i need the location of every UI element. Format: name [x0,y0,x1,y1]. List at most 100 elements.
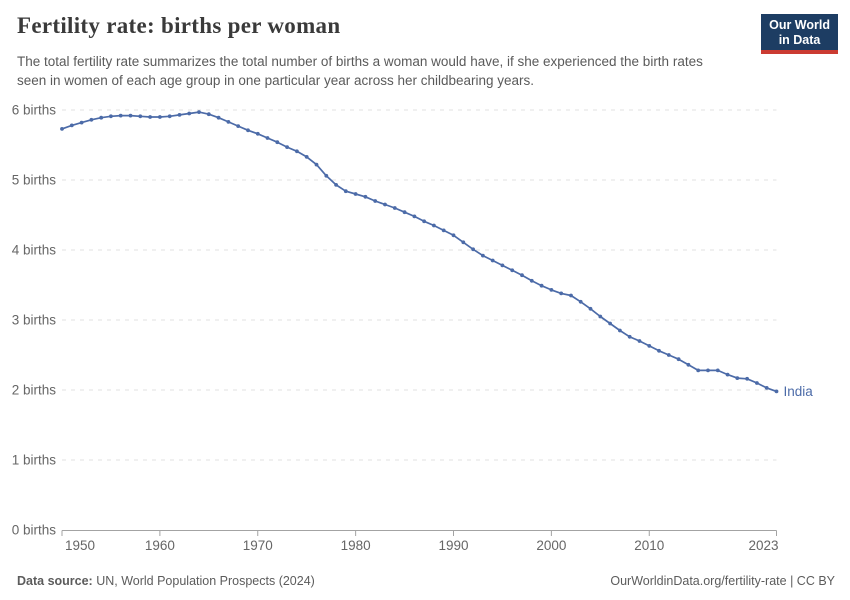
data-point[interactable] [637,339,642,343]
data-point[interactable] [529,278,534,283]
x-axis-tick-label: 1990 [438,538,468,553]
data-point[interactable] [275,140,280,145]
data-point[interactable] [441,228,446,233]
data-point[interactable] [158,115,162,119]
data-point[interactable] [60,126,64,131]
series-line-india[interactable] [61,111,778,393]
data-point[interactable] [461,240,466,245]
data-point[interactable] [392,206,397,210]
data-point[interactable] [118,113,123,118]
data-point[interactable] [285,145,289,150]
data-point[interactable] [89,117,94,122]
data-point[interactable] [255,131,260,136]
data-point[interactable] [236,124,241,128]
data-point[interactable] [510,268,515,273]
data-point[interactable] [549,288,554,292]
footer-right: OurWorldinData.org/fertility-rate | CC B… [610,574,835,588]
data-point[interactable] [471,247,475,252]
data-point[interactable] [764,386,769,390]
data-point[interactable] [745,376,749,381]
data-point[interactable] [216,115,221,120]
data-point[interactable] [99,115,104,120]
data-point[interactable] [696,368,701,373]
chart-title: Fertility rate: births per woman [17,13,341,38]
data-point[interactable] [373,199,378,203]
owid-logo-line2: in Data [778,33,821,47]
data-point[interactable] [197,110,201,114]
data-point[interactable] [226,120,231,124]
data-point[interactable] [79,120,84,125]
x-axis-tick-label: 1960 [145,538,175,553]
data-point[interactable] [177,113,182,117]
data-point[interactable] [725,372,730,377]
x-axis-tick-label: 2023 [748,538,778,553]
data-point[interactable] [69,123,74,128]
data-point[interactable] [774,389,779,394]
data-point[interactable] [520,273,524,278]
data-point[interactable] [627,334,632,339]
data-point[interactable] [588,306,593,311]
data-point[interactable] [598,314,603,319]
data-point[interactable] [451,233,456,238]
data-point[interactable] [187,111,192,116]
data-point[interactable] [206,112,211,117]
data-point[interactable] [608,321,612,326]
x-axis-tick-label: 1950 [65,538,95,553]
x-axis-tick-label: 2000 [536,538,566,553]
y-axis-tick-label: 0 births [12,523,57,538]
data-point[interactable] [167,114,172,119]
data-point[interactable] [402,210,407,215]
data-point[interactable] [314,162,319,167]
data-point[interactable] [569,293,573,298]
chart-footer: Data source: UN, World Population Prospe… [17,574,835,588]
data-point[interactable] [539,283,544,288]
y-axis-tick-label: 5 births [12,173,57,188]
data-point[interactable] [657,348,661,353]
data-point[interactable] [618,328,622,333]
data-point[interactable] [343,189,348,194]
data-point[interactable] [383,202,387,207]
data-point[interactable] [304,155,309,159]
data-point[interactable] [353,192,358,196]
data-point[interactable] [412,214,417,219]
data-point[interactable] [706,368,710,373]
data-point[interactable] [109,114,113,119]
chart-subtitle: The total fertility rate summarizes the … [17,54,703,88]
data-point[interactable] [265,136,270,140]
data-point[interactable] [578,299,583,304]
data-point[interactable] [432,223,436,228]
owid-url-link[interactable]: OurWorldinData.org/fertility-rate [610,574,787,588]
data-point[interactable] [676,357,681,362]
data-point[interactable] [686,362,691,367]
data-point[interactable] [647,344,652,348]
data-point[interactable] [363,194,368,199]
y-axis-tick-label: 2 births [12,383,57,398]
x-axis-tick-label: 2010 [634,538,664,553]
data-point[interactable] [490,258,495,263]
x-axis-tick-label: 1970 [243,538,273,553]
y-axis-tick-label: 1 births [12,453,57,468]
data-point[interactable] [128,113,133,118]
data-point[interactable] [295,149,299,154]
data-point[interactable] [755,381,759,385]
data-source: Data source: UN, World Population Prospe… [17,574,315,588]
data-point[interactable] [715,368,720,373]
data-point[interactable] [559,291,564,296]
data-source-text: UN, World Population Prospects (2024) [92,574,315,588]
data-point[interactable] [246,128,250,133]
data-point[interactable] [334,183,338,187]
data-point[interactable] [324,173,329,178]
data-point[interactable] [500,263,505,268]
data-point[interactable] [735,376,740,380]
data-point[interactable] [481,253,485,258]
data-point[interactable] [138,114,143,119]
owid-logo[interactable]: Our World in Data [761,14,838,54]
data-point[interactable] [422,219,426,224]
data-point[interactable] [666,353,671,357]
data-point[interactable] [148,115,153,119]
y-axis-tick-label: 6 births [12,103,57,118]
data-source-label: Data source: [17,574,93,588]
x-axis-tick-label: 1980 [341,538,371,553]
